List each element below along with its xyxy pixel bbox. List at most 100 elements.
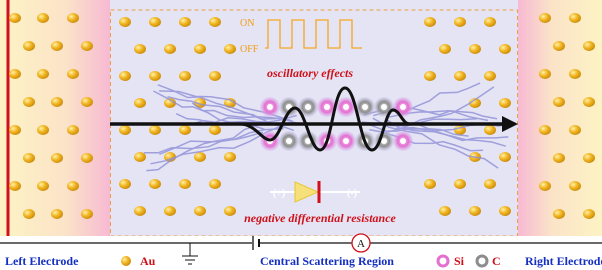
au-atom [569,181,581,191]
si-atom [343,138,349,144]
au-atom [37,13,49,23]
central-region [110,0,518,236]
au-atom [9,69,21,79]
au-atom [569,69,581,79]
au-atom [583,97,595,107]
au-atom [539,125,551,135]
au-atom [454,179,466,189]
au-atom [23,97,35,107]
au-atom [499,206,511,216]
au-atom [164,44,176,54]
au-atom [51,153,63,163]
off-label: OFF [240,44,259,55]
au-atom [9,125,21,135]
au-atom [194,152,206,162]
au-atom [67,13,79,23]
au-atom [51,41,63,51]
au-atom [81,153,93,163]
au-atom [149,17,161,27]
au-atom [149,71,161,81]
plus-label: (+) [273,188,285,199]
au-atom [553,41,565,51]
au-atom [119,179,131,189]
page: ON OFF oscillatory effects (+) (-) negat… [0,0,602,270]
au-atom [469,44,481,54]
au-atom [499,98,511,108]
si-atom [324,104,330,110]
c-atom [286,138,292,144]
c-atom [305,104,311,110]
legend-right-electrode: Right Electrode [525,254,602,268]
oscillatory-label: oscillatory effects [267,66,353,80]
au-atom [224,44,236,54]
au-atom [224,152,236,162]
au-atom [179,179,191,189]
au-atom [9,181,21,191]
au-atom [119,17,131,27]
au-atom [539,13,551,23]
au-atom [119,125,131,135]
au-atom [67,125,79,135]
au-atom [553,209,565,219]
au-atom [583,41,595,51]
si-atom [267,104,273,110]
legend-left-electrode: Left Electrode [5,254,79,268]
au-atom [469,206,481,216]
diagram: ON OFF oscillatory effects (+) (-) negat… [0,0,602,270]
right-electrode [518,0,602,236]
au-atom [209,125,221,135]
au-atom [484,17,496,27]
au-atom [484,179,496,189]
si-atom [343,104,349,110]
au-atom [439,206,451,216]
au-atom [553,97,565,107]
au-atom [23,153,35,163]
au-atom [194,44,206,54]
au-atom [51,97,63,107]
left-electrode [0,0,110,236]
c-swatch [477,256,487,266]
au-atom [149,179,161,189]
legend-central: Central Scattering Region [260,254,394,268]
au-atom [569,13,581,23]
au-swatch [121,256,131,266]
on-label: ON [240,18,254,29]
ammeter-label: A [357,238,365,250]
legend-si: Si [454,254,465,268]
au-atom [424,71,436,81]
au-atom [583,209,595,219]
au-atom [424,17,436,27]
au-atom [224,206,236,216]
au-atom [553,153,565,163]
au-atom [499,44,511,54]
au-atom [209,17,221,27]
au-atom [454,71,466,81]
au-atom [81,41,93,51]
au-atom [23,41,35,51]
au-atom [569,125,581,135]
au-atom [67,69,79,79]
au-atom [134,44,146,54]
au-atom [179,17,191,27]
c-atom [381,104,387,110]
au-atom [164,206,176,216]
au-atom [499,152,511,162]
au-atom [134,206,146,216]
au-atom [539,69,551,79]
au-atom [37,69,49,79]
au-atom [539,181,551,191]
au-atom [23,209,35,219]
c-atom [362,104,368,110]
au-atom [67,181,79,191]
minus-label: (-) [347,188,357,199]
au-atom [134,98,146,108]
au-atom [583,153,595,163]
au-atom [209,71,221,81]
au-atom [194,206,206,216]
au-atom [454,17,466,27]
legend-c: C [492,254,501,268]
au-atom [179,71,191,81]
au-atom [424,179,436,189]
au-atom [37,181,49,191]
au-atom [37,125,49,135]
